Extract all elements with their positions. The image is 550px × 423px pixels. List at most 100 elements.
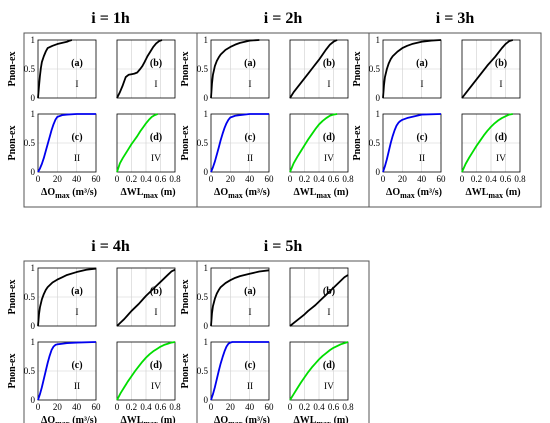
y-axis-label: Pnon-ex xyxy=(7,126,18,161)
panel-b: (b) I xyxy=(289,39,349,99)
class-label: I xyxy=(248,80,251,90)
axes-frame xyxy=(210,39,270,99)
y-tick-label: 0 xyxy=(204,321,209,331)
class-label: II xyxy=(247,382,253,392)
panel-a: 0 0.5 1 (a) I xyxy=(197,263,270,331)
panel-b: (b) I xyxy=(289,267,349,327)
x-tick-label: 0.4 xyxy=(140,402,152,412)
x-tick-label: 0.6 xyxy=(155,174,167,184)
series-line-II xyxy=(37,113,96,173)
y-tick-label: 1 xyxy=(204,337,209,347)
panel-a: 0 0.5 1 (a) I xyxy=(197,35,270,103)
panel-d: 0 0.2 0.4 0.6 0.8 (d) IV xyxy=(115,113,181,184)
axes-frame xyxy=(37,267,97,327)
x-label-main: ΔWL xyxy=(293,415,316,423)
panel-label: (a) xyxy=(244,286,256,297)
x-tick-label: 60 xyxy=(265,174,275,184)
chart-group-1: i = 1h 0 0.5 1 (a) I (b) I 0 0.5 1 0 20 40 60 (c) II 0 0.2… xyxy=(7,10,198,208)
x-axis-label: ΔOmax (m³/s) xyxy=(214,187,270,200)
group-title: i = 5h xyxy=(264,238,303,255)
series-line-II xyxy=(37,341,97,401)
group-title: i = 1h xyxy=(91,10,130,27)
class-label: II xyxy=(419,154,425,164)
x-tick-label: 0.8 xyxy=(514,174,526,184)
y-axis-label: Pnon-ex xyxy=(352,126,363,161)
y-tick-label: 0.5 xyxy=(24,366,36,376)
class-label: I xyxy=(154,80,157,90)
y-tick-label: 0.5 xyxy=(197,292,209,302)
y-tick-label: 1 xyxy=(31,109,36,119)
x-label-sub: max xyxy=(400,191,415,200)
x-tick-label: 0.4 xyxy=(313,174,325,184)
x-tick-label: 0.4 xyxy=(485,174,497,184)
class-label: IV xyxy=(324,382,334,392)
x-tick-label: 0 xyxy=(36,174,41,184)
panel-d: 0 0.2 0.4 0.6 0.8 (d) IV xyxy=(460,113,526,184)
x-axis-label: ΔWLmax (m) xyxy=(293,187,348,200)
x-tick-label: 0 xyxy=(209,174,214,184)
y-tick-label: 1 xyxy=(204,263,209,273)
x-tick-label: 0.2 xyxy=(126,402,137,412)
panel-label: (b) xyxy=(323,286,335,297)
y-tick-label: 0 xyxy=(31,321,36,331)
class-label: I xyxy=(75,80,78,90)
panel-label: (b) xyxy=(323,58,335,69)
x-tick-label: 40 xyxy=(72,402,82,412)
panel-a: 0 0.5 1 (a) I xyxy=(24,35,97,103)
y-tick-label: 0.5 xyxy=(197,64,209,74)
panel-label: (d) xyxy=(150,132,162,143)
y-tick-label: 1 xyxy=(204,109,209,119)
x-axis-label: ΔOmax (m³/s) xyxy=(41,415,97,423)
series-line-I xyxy=(210,269,270,327)
class-label: I xyxy=(499,80,502,90)
y-tick-label: 0 xyxy=(31,167,36,177)
panel-b: (b) I xyxy=(116,39,176,99)
x-tick-label: 20 xyxy=(226,402,236,412)
x-tick-label: 0.6 xyxy=(328,174,340,184)
chart-group-4: i = 4h 0 0.5 1 (a) I (b) I 0 0.5 1 0 20 40 60 (c) II 0 0.2… xyxy=(7,238,198,423)
axes-frame xyxy=(210,113,270,173)
chart-group-2: i = 2h 0 0.5 1 (a) I (b) I 0 0.5 1 0 20 40 60 (c) II 0 0.2… xyxy=(180,10,370,208)
x-label-unit: (m³/s) xyxy=(243,187,270,198)
series-line-I xyxy=(289,274,349,327)
series-line-I xyxy=(116,268,176,327)
axes-frame xyxy=(116,267,176,327)
panel-b: (b) I xyxy=(116,267,176,327)
axes-frame xyxy=(461,113,521,173)
x-label-sub: max xyxy=(316,419,331,423)
x-tick-label: 0.4 xyxy=(313,402,325,412)
x-label-sub: max xyxy=(55,191,70,200)
x-label-unit: (m³/s) xyxy=(243,415,270,423)
x-tick-label: 20 xyxy=(398,174,408,184)
panel-label: (d) xyxy=(495,132,507,143)
y-tick-label: 1 xyxy=(31,263,36,273)
x-label-unit: (m³/s) xyxy=(70,187,97,198)
group-frame xyxy=(368,32,542,208)
x-tick-label: 40 xyxy=(245,402,255,412)
axes-frame xyxy=(289,267,349,327)
y-axis-label: Pnon-ex xyxy=(180,52,191,87)
x-tick-label: 60 xyxy=(92,402,102,412)
series-line-IV xyxy=(461,113,513,173)
x-tick-label: 60 xyxy=(265,402,275,412)
panel-label: (a) xyxy=(416,58,428,69)
x-tick-label: 20 xyxy=(53,402,63,412)
series-line-I xyxy=(116,39,163,99)
series-line-IV xyxy=(116,341,176,401)
x-label-unit: (m) xyxy=(331,415,349,423)
x-label-sub: max xyxy=(488,191,503,200)
x-tick-label: 0 xyxy=(209,402,214,412)
y-tick-label: 0.5 xyxy=(24,138,36,148)
panel-d: 0 0.2 0.4 0.6 0.8 (d) IV xyxy=(288,341,354,412)
x-axis-label: ΔWLmax (m) xyxy=(465,187,520,200)
class-label: I xyxy=(154,308,157,318)
y-axis-label: Pnon-ex xyxy=(180,280,191,315)
panel-d: 0 0.2 0.4 0.6 0.8 (d) IV xyxy=(115,341,181,412)
axes-frame xyxy=(289,39,349,99)
y-axis-label: Pnon-ex xyxy=(180,126,191,161)
x-tick-label: 0.6 xyxy=(328,402,340,412)
x-label-unit: (m) xyxy=(503,187,521,198)
panel-d: 0 0.2 0.4 0.6 0.8 (d) IV xyxy=(288,113,354,184)
axes-frame xyxy=(210,267,270,327)
axes-frame xyxy=(461,39,521,99)
